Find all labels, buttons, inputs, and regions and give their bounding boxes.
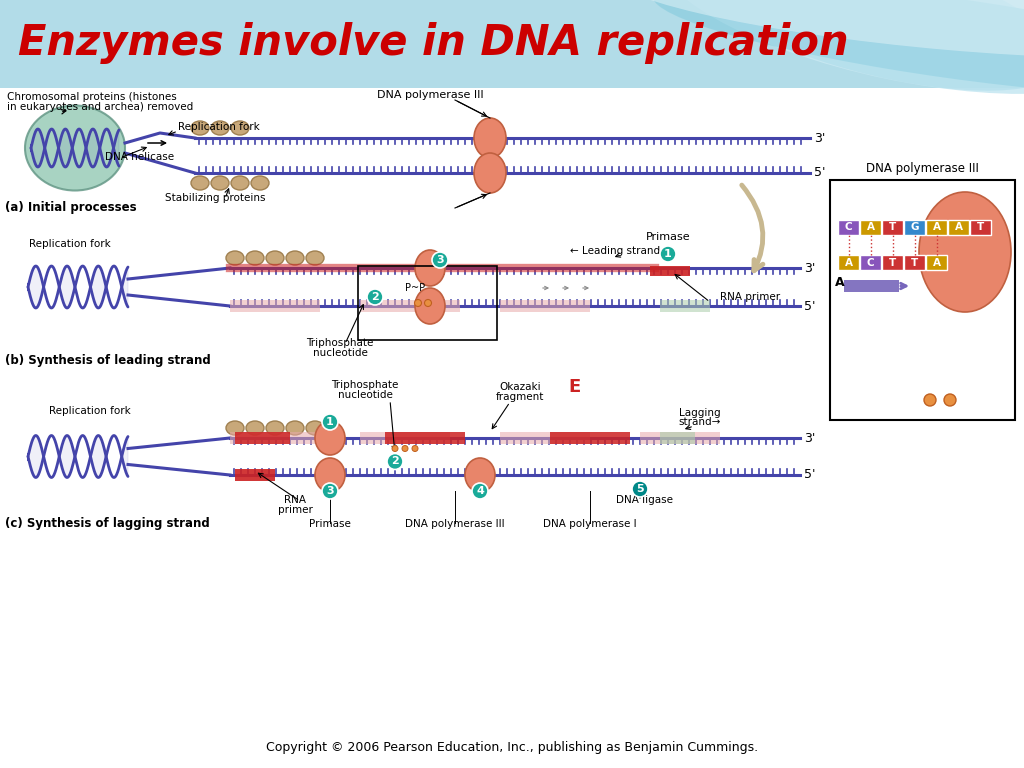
Text: T: T	[889, 223, 896, 233]
Text: 4: 4	[476, 486, 484, 496]
FancyBboxPatch shape	[882, 255, 903, 270]
Text: Copyright © 2006 Pearson Education, Inc., publishing as Benjamin Cummings.: Copyright © 2006 Pearson Education, Inc.…	[266, 741, 758, 754]
FancyBboxPatch shape	[385, 432, 465, 444]
Ellipse shape	[211, 121, 229, 135]
FancyBboxPatch shape	[500, 300, 590, 312]
Text: Chromosomal proteins (histones: Chromosomal proteins (histones	[7, 92, 177, 102]
Circle shape	[472, 483, 488, 499]
FancyBboxPatch shape	[0, 0, 1024, 88]
FancyBboxPatch shape	[660, 432, 695, 444]
Text: ← Leading strand: ← Leading strand	[570, 246, 660, 256]
Circle shape	[415, 300, 422, 306]
Circle shape	[367, 289, 383, 305]
Circle shape	[944, 394, 956, 406]
Text: DNA polymerase I: DNA polymerase I	[543, 519, 637, 529]
Circle shape	[392, 445, 398, 452]
Text: RNA primer: RNA primer	[720, 292, 780, 302]
Text: 3: 3	[436, 255, 443, 265]
FancyBboxPatch shape	[838, 255, 859, 270]
Text: nucleotide: nucleotide	[312, 348, 368, 358]
FancyBboxPatch shape	[948, 220, 969, 235]
FancyBboxPatch shape	[860, 255, 881, 270]
FancyBboxPatch shape	[860, 220, 881, 235]
Text: Stabilizing proteins: Stabilizing proteins	[165, 193, 265, 203]
Circle shape	[425, 300, 431, 306]
Text: DNA helicase: DNA helicase	[105, 152, 174, 162]
FancyBboxPatch shape	[500, 432, 590, 444]
Text: 3': 3'	[814, 131, 825, 144]
Ellipse shape	[676, 0, 1024, 91]
Text: Replication fork: Replication fork	[29, 239, 111, 249]
Text: (b) Synthesis of leading strand: (b) Synthesis of leading strand	[5, 354, 211, 367]
Circle shape	[660, 246, 676, 262]
Text: C: C	[866, 257, 874, 267]
FancyBboxPatch shape	[926, 220, 947, 235]
Text: (c) Synthesis of lagging strand: (c) Synthesis of lagging strand	[5, 517, 210, 530]
Ellipse shape	[266, 421, 284, 435]
Text: Triphosphate: Triphosphate	[306, 338, 374, 348]
Ellipse shape	[191, 121, 209, 135]
Text: Primase: Primase	[646, 232, 690, 242]
Circle shape	[632, 481, 648, 497]
Text: Triphosphate: Triphosphate	[332, 380, 398, 390]
FancyBboxPatch shape	[640, 432, 720, 444]
FancyBboxPatch shape	[926, 255, 947, 270]
Text: Enzymes involve in DNA replication: Enzymes involve in DNA replication	[18, 22, 849, 64]
Text: primer: primer	[278, 505, 312, 515]
Text: nucleotide: nucleotide	[338, 390, 392, 400]
FancyBboxPatch shape	[230, 432, 315, 444]
Text: strand→: strand→	[679, 417, 721, 427]
Text: T: T	[911, 257, 919, 267]
FancyBboxPatch shape	[660, 300, 710, 312]
Text: in eukaryotes and archea) removed: in eukaryotes and archea) removed	[7, 102, 194, 112]
Ellipse shape	[919, 192, 1011, 312]
Text: DNA ligase: DNA ligase	[616, 495, 674, 505]
Ellipse shape	[415, 288, 445, 324]
FancyBboxPatch shape	[830, 180, 1015, 420]
Text: DNA polymerase III: DNA polymerase III	[377, 90, 483, 100]
Ellipse shape	[306, 421, 324, 435]
FancyBboxPatch shape	[970, 220, 991, 235]
Text: P~P: P~P	[406, 283, 425, 293]
Text: Lagging: Lagging	[679, 408, 721, 418]
Circle shape	[322, 483, 338, 499]
Text: RNA: RNA	[284, 495, 306, 505]
Ellipse shape	[465, 458, 495, 492]
Text: 3': 3'	[804, 261, 815, 274]
Circle shape	[387, 453, 403, 469]
FancyBboxPatch shape	[650, 266, 690, 276]
Text: A: A	[933, 257, 940, 267]
Circle shape	[432, 252, 449, 268]
Ellipse shape	[474, 118, 506, 158]
FancyBboxPatch shape	[230, 300, 319, 312]
Ellipse shape	[226, 251, 244, 265]
Ellipse shape	[601, 0, 1024, 58]
Text: 3: 3	[327, 486, 334, 496]
FancyBboxPatch shape	[360, 432, 450, 444]
Text: 5: 5	[636, 484, 644, 494]
Text: E: E	[568, 378, 581, 396]
Ellipse shape	[251, 176, 269, 190]
Ellipse shape	[266, 251, 284, 265]
Ellipse shape	[226, 421, 244, 435]
Circle shape	[924, 394, 936, 406]
Text: A: A	[845, 257, 853, 267]
Text: 2: 2	[391, 456, 399, 466]
Ellipse shape	[211, 176, 229, 190]
Circle shape	[402, 445, 408, 452]
Text: 1: 1	[326, 417, 334, 427]
FancyBboxPatch shape	[882, 220, 903, 235]
Ellipse shape	[246, 251, 264, 265]
FancyBboxPatch shape	[550, 432, 630, 444]
Ellipse shape	[286, 421, 304, 435]
Text: 5': 5'	[804, 468, 815, 482]
FancyArrowPatch shape	[741, 185, 763, 271]
Text: Replication fork: Replication fork	[49, 406, 131, 416]
Ellipse shape	[315, 458, 345, 492]
Ellipse shape	[246, 421, 264, 435]
Text: Primase: Primase	[309, 519, 351, 529]
Text: T: T	[889, 257, 896, 267]
Text: 1: 1	[665, 249, 672, 259]
Text: (a) Initial processes: (a) Initial processes	[5, 201, 136, 214]
